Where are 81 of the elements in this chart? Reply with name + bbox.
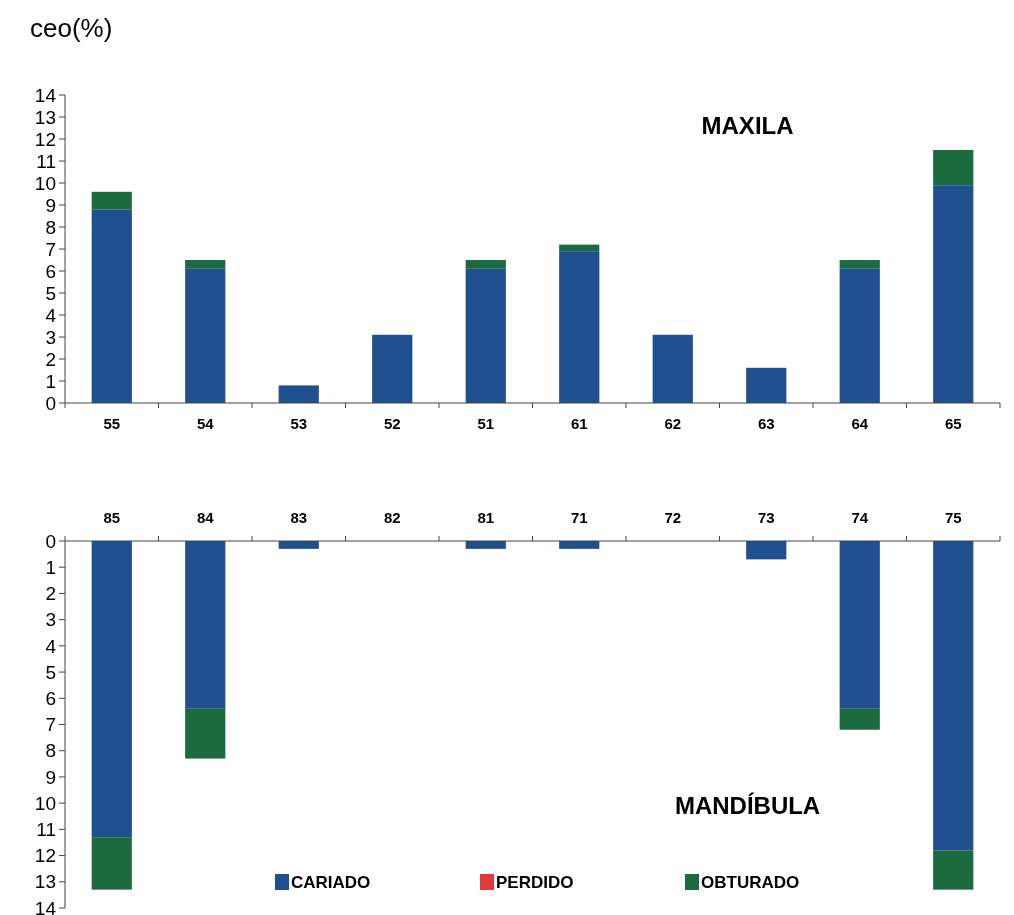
y-tick-label: 10 xyxy=(34,172,56,194)
text: MAXILA xyxy=(701,112,794,140)
x-tick-label: 53 xyxy=(290,415,308,432)
y-tick-label: 3 xyxy=(45,609,56,631)
y-tick-label: 11 xyxy=(36,150,56,172)
y-tick-label: 5 xyxy=(45,282,56,304)
y-tick-label: 12 xyxy=(34,845,56,867)
y-tick-label: 0 xyxy=(45,530,56,552)
x-tick-label: 51 xyxy=(477,415,495,432)
y-tick-label: 8 xyxy=(45,216,56,238)
y-tick-label: 6 xyxy=(45,687,56,709)
y-tick-label: 12 xyxy=(34,128,56,150)
bar xyxy=(839,708,880,730)
y-tick-label: 2 xyxy=(45,583,56,605)
y-tick-label: 14 xyxy=(34,897,57,915)
bar xyxy=(652,334,693,403)
bar xyxy=(185,708,226,759)
bar xyxy=(559,251,600,403)
bar xyxy=(91,541,132,838)
x-tick-label: 65 xyxy=(944,415,962,432)
bar xyxy=(933,541,974,851)
y-tick-label: 10 xyxy=(34,792,56,814)
bar xyxy=(185,268,226,403)
bar xyxy=(185,260,226,269)
x-tick-label: 74 xyxy=(851,509,869,526)
x-tick-label: 62 xyxy=(664,415,682,432)
x-tick-label: 61 xyxy=(570,415,588,432)
x-tick-label: 73 xyxy=(757,509,775,526)
bar xyxy=(746,367,787,403)
x-tick-label: 81 xyxy=(477,509,495,526)
x-tick-label: 71 xyxy=(570,509,588,526)
bar xyxy=(559,244,600,252)
y-tick-label: 14 xyxy=(34,84,57,106)
y-tick-label: 13 xyxy=(34,106,56,128)
x-tick-label: 63 xyxy=(757,415,775,432)
x-tick-label: 72 xyxy=(664,509,682,526)
x-tick-label: 83 xyxy=(290,509,308,526)
y-tick-label: 4 xyxy=(45,635,57,657)
bar xyxy=(933,150,974,186)
x-tick-label: 84 xyxy=(196,509,215,526)
x-tick-label: 64 xyxy=(851,415,869,432)
y-tick-label: 1 xyxy=(45,370,56,392)
x-tick-label: 54 xyxy=(196,415,215,432)
bar xyxy=(91,209,132,403)
legend-label: PERDIDO xyxy=(496,872,574,892)
y-tick-label: 5 xyxy=(45,661,56,683)
bar xyxy=(465,260,506,269)
y-tick-label: 11 xyxy=(36,819,56,841)
bar xyxy=(933,850,974,890)
y-tick-label: 9 xyxy=(45,194,56,216)
y-tick-label: 13 xyxy=(34,871,56,893)
bar xyxy=(185,541,226,709)
x-tick-label: 52 xyxy=(383,415,401,432)
y-tick-label: 8 xyxy=(45,740,56,762)
bar xyxy=(746,541,787,560)
y-tick-label: 6 xyxy=(45,260,56,282)
bar xyxy=(839,260,880,269)
y-axis-title: ceo(%) xyxy=(30,13,113,43)
y-tick-label: 0 xyxy=(45,392,56,414)
x-tick-label: 85 xyxy=(103,509,121,526)
bar xyxy=(372,334,413,403)
x-tick-label: 55 xyxy=(103,415,121,432)
legend-label: CARIADO xyxy=(291,872,371,892)
bar xyxy=(933,185,974,403)
text: MANDÍBULA xyxy=(674,791,821,819)
x-tick-label: 75 xyxy=(944,509,962,526)
bar xyxy=(465,268,506,403)
y-tick-label: 9 xyxy=(45,766,56,788)
bar xyxy=(839,541,880,709)
bar xyxy=(278,385,319,403)
y-tick-label: 3 xyxy=(45,326,56,348)
x-tick-label: 82 xyxy=(383,509,401,526)
y-tick-label: 7 xyxy=(45,238,56,260)
y-tick-label: 4 xyxy=(45,304,57,326)
legend-label: OBTURADO xyxy=(701,872,800,892)
bar xyxy=(91,191,132,210)
y-tick-label: 7 xyxy=(45,714,56,736)
bar xyxy=(839,268,880,403)
bar xyxy=(91,837,132,890)
y-tick-label: 2 xyxy=(45,348,56,370)
y-tick-label: 1 xyxy=(45,556,56,578)
